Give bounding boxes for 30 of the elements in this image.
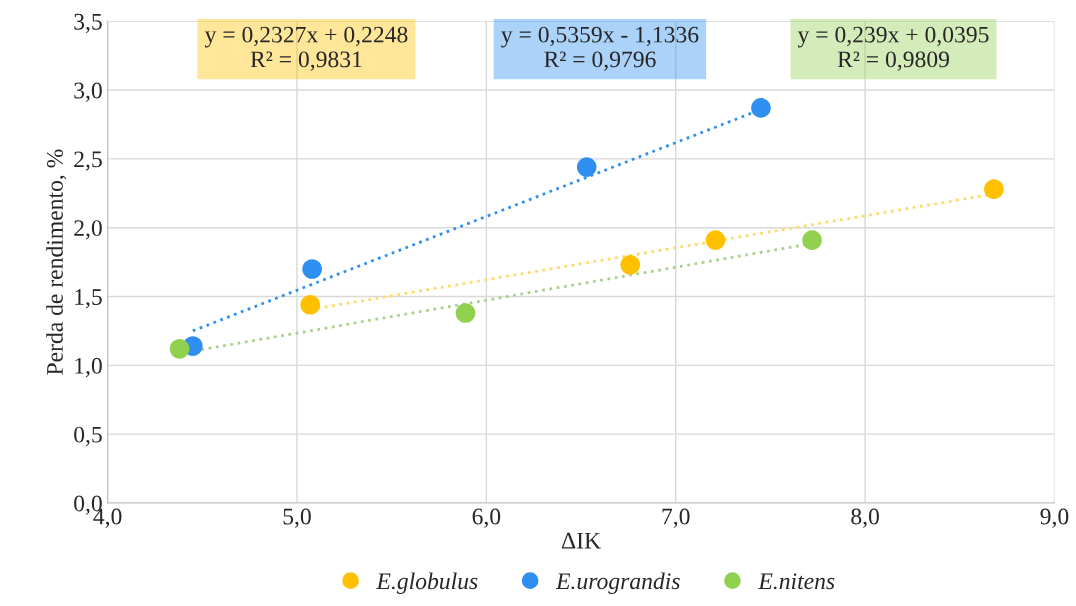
annotation: y = 0,239x + 0,0395 R² = 0,9809 [797,26,989,71]
annotation: y = 0,5359x - 1,1336 R² = 0,9796 [501,26,699,71]
y-tick-label: 3,0 [74,82,102,102]
y-axis-title: Perda de rendimento, % [46,149,67,375]
point [620,255,641,275]
x-tick-label: 7,0 [662,508,690,528]
y-tick-label: 1,5 [75,289,102,309]
point [751,98,771,118]
point [455,303,476,323]
x-tick-label: 6,0 [472,508,501,528]
point [169,338,190,359]
legend-label: E.urograndis [555,572,680,594]
point [302,259,322,279]
y-tick-label: 1,0 [75,357,102,378]
x-tick-label: 8,0 [851,508,879,528]
legend-label: E.nitens [758,573,835,590]
y-tick-label: 0,5 [74,426,102,446]
x-tick-label: 5,0 [283,508,311,528]
point [802,230,822,250]
point [300,294,321,315]
x-axis-title: ΔIK [561,532,601,549]
point [705,230,726,250]
y-tick-label: 2,0 [74,220,102,240]
point [576,157,597,177]
annotation: y = 0,2327x + 0,2248 R² = 0,9831 [204,26,408,71]
y-tick-label: 3,5 [74,13,102,34]
legend-label: E.globulus [376,572,478,594]
x-tick-label: 9,0 [1040,508,1069,528]
y-tick-label: 2,5 [74,151,102,171]
point [984,179,1004,199]
